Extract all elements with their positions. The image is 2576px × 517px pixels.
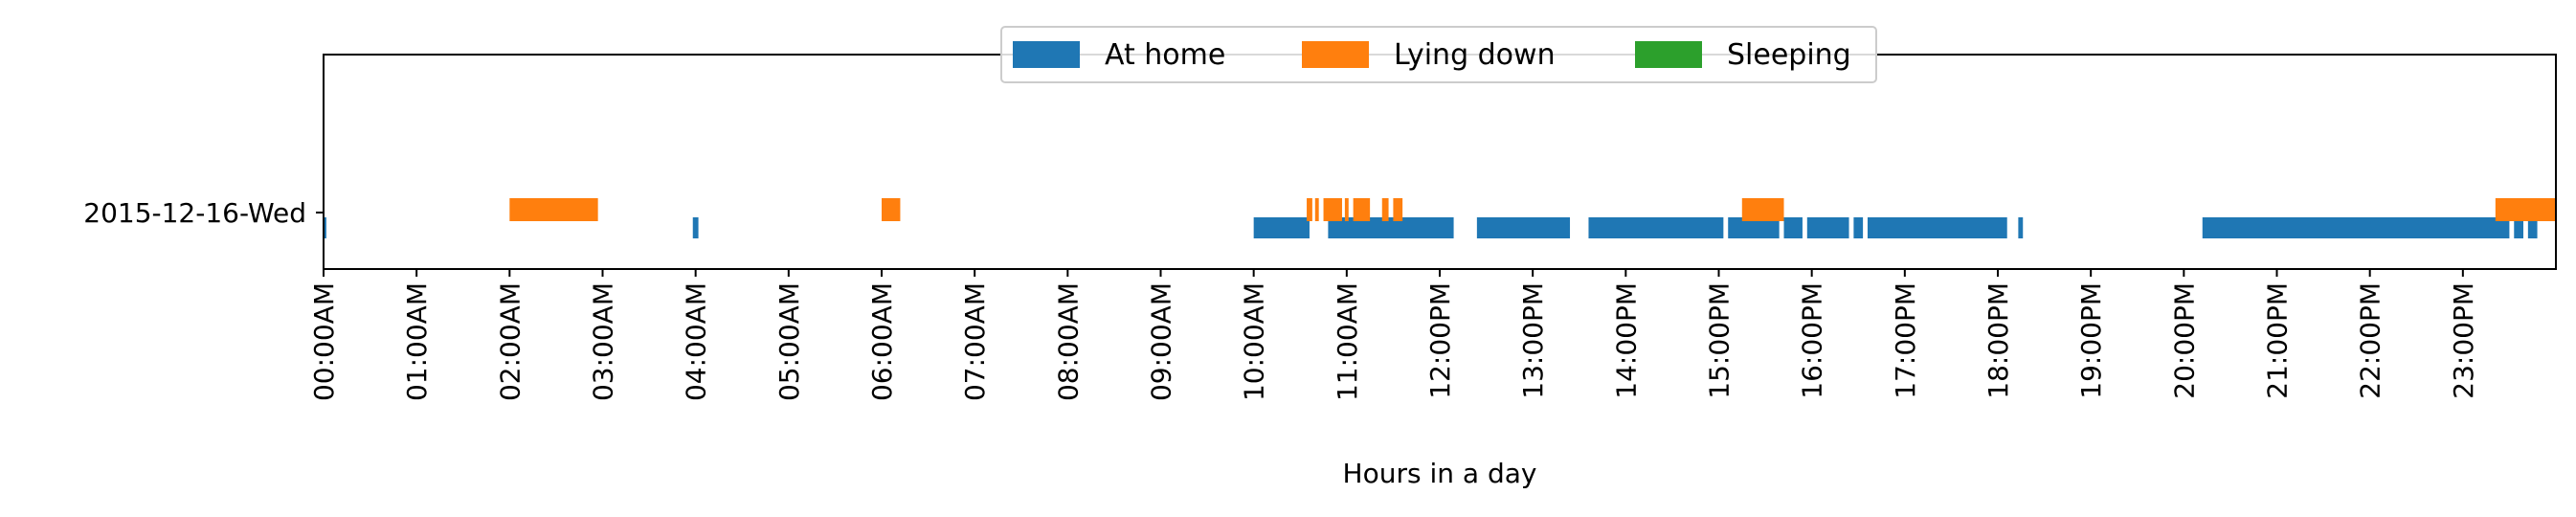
- legend-box: [1000, 26, 1877, 83]
- x-tick-label: 19:00PM: [2075, 282, 2107, 399]
- at-home-bar: [1253, 217, 1310, 238]
- legend-swatch-sleeping: [1635, 41, 1702, 68]
- at-home-bar: [324, 217, 326, 238]
- at-home-bar: [692, 217, 699, 238]
- x-tick-label: 08:00AM: [1052, 282, 1084, 401]
- x-axis: 00:00AM 01:00AM 02:00AM 03:00AM 04:00AM 05:00…: [308, 269, 2479, 401]
- y-axis: 2015-12-16-Wed: [83, 197, 324, 229]
- lying-down-bar: [2495, 198, 2556, 221]
- lying-down-bar: [1344, 198, 1349, 221]
- legend-label-lying-down: Lying down: [1394, 38, 1556, 72]
- at-home-bar: [1806, 217, 1849, 238]
- x-tick-label: 00:00AM: [308, 282, 340, 401]
- x-tick-label: 12:00PM: [1424, 282, 1456, 399]
- at-home-bar: [1728, 217, 1780, 238]
- lying-down-bar: [1307, 198, 1312, 221]
- legend-swatch-lying-down: [1302, 41, 1369, 68]
- x-tick-label: 21:00PM: [2262, 282, 2294, 399]
- legend-swatch-at-home: [1013, 41, 1080, 68]
- at-home-bar: [1867, 217, 2007, 238]
- x-tick-label: 22:00PM: [2355, 282, 2386, 399]
- at-home-bar: [2527, 217, 2538, 238]
- x-tick-label: 05:00AM: [773, 282, 805, 401]
- x-tick-label: 03:00AM: [588, 282, 619, 401]
- x-tick-label: 04:00AM: [681, 282, 712, 401]
- lying-down-bar: [1314, 198, 1319, 221]
- lying-down-bar: [1393, 198, 1403, 221]
- at-home-bar: [2018, 217, 2024, 238]
- x-tick-label: 01:00AM: [401, 282, 433, 401]
- lying-down-bar: [1741, 198, 1784, 221]
- x-tick-label: 11:00AM: [1332, 282, 1363, 401]
- at-home-bar: [1783, 217, 1803, 238]
- lying-down-bar: [509, 198, 598, 221]
- x-tick-label: 14:00PM: [1610, 282, 1642, 399]
- x-tick-label: 13:00PM: [1517, 282, 1549, 399]
- at-home-bar: [1853, 217, 1864, 238]
- x-tick-label: 18:00PM: [1982, 282, 2014, 399]
- at-home-bar: [2514, 217, 2523, 238]
- at-home-bar: [2202, 217, 2510, 238]
- lying-down-bar: [882, 198, 901, 221]
- lying-down-bar: [1381, 198, 1389, 221]
- legend: At home Lying down Sleeping: [1000, 26, 1877, 83]
- x-tick-label: 10:00AM: [1239, 282, 1270, 401]
- lying-down-bar: [1353, 198, 1371, 221]
- x-tick-label: 17:00PM: [1890, 282, 1921, 399]
- activity-bars: [324, 198, 2556, 238]
- x-tick-label: 23:00PM: [2448, 282, 2479, 399]
- x-axis-label: Hours in a day: [1343, 458, 1537, 489]
- at-home-bar: [1588, 217, 1724, 238]
- x-tick-label: 09:00AM: [1146, 282, 1177, 401]
- x-tick-label: 20:00PM: [2168, 282, 2200, 399]
- at-home-bar: [1476, 217, 1571, 238]
- x-tick-label: 07:00AM: [959, 282, 991, 401]
- legend-label-sleeping: Sleeping: [1727, 38, 1851, 72]
- lying-down-bar: [1323, 198, 1342, 221]
- x-tick-label: 02:00AM: [494, 282, 526, 401]
- x-tick-label: 15:00PM: [1704, 282, 1736, 399]
- legend-label-at-home: At home: [1105, 38, 1225, 72]
- y-tick-label: 2015-12-16-Wed: [83, 197, 306, 229]
- at-home-bar: [1328, 217, 1454, 238]
- x-tick-label: 16:00PM: [1797, 282, 1828, 399]
- x-tick-label: 06:00AM: [866, 282, 898, 401]
